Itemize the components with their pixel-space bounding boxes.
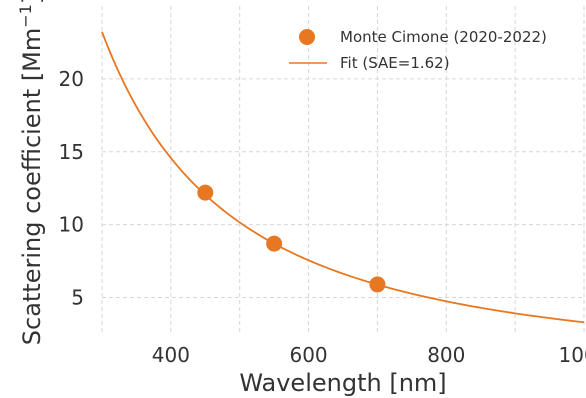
x-tick-label: 600: [289, 343, 327, 367]
x-tick-label: 1000: [559, 343, 586, 367]
tick-labels: 400 600 800 1000 5 10 15 20: [59, 67, 586, 367]
legend-marker-scatter: [299, 29, 315, 45]
data-point: [197, 184, 214, 201]
y-tick-label: 10: [59, 213, 84, 237]
fit-series: [101, 31, 585, 324]
y-axis-label: Scattering coefficient [Mm−1]: [16, 0, 46, 345]
legend-label-scatter: Monte Cimone (2020-2022): [340, 28, 547, 46]
x-axis-label: Wavelength [nm]: [239, 369, 446, 397]
data-point: [266, 235, 283, 252]
y-tick-label: 15: [59, 140, 84, 164]
fit-line: [101, 31, 585, 324]
y-tick-label: 5: [71, 286, 84, 310]
scatter-series: [197, 184, 386, 293]
x-tick-label: 400: [152, 343, 190, 367]
legend: Monte Cimone (2020-2022) Fit (SAE=1.62): [289, 28, 547, 72]
data-point: [369, 276, 386, 293]
y-tick-label: 20: [59, 67, 84, 91]
legend-label-fit: Fit (SAE=1.62): [340, 54, 450, 72]
x-tick-label: 800: [427, 343, 465, 367]
